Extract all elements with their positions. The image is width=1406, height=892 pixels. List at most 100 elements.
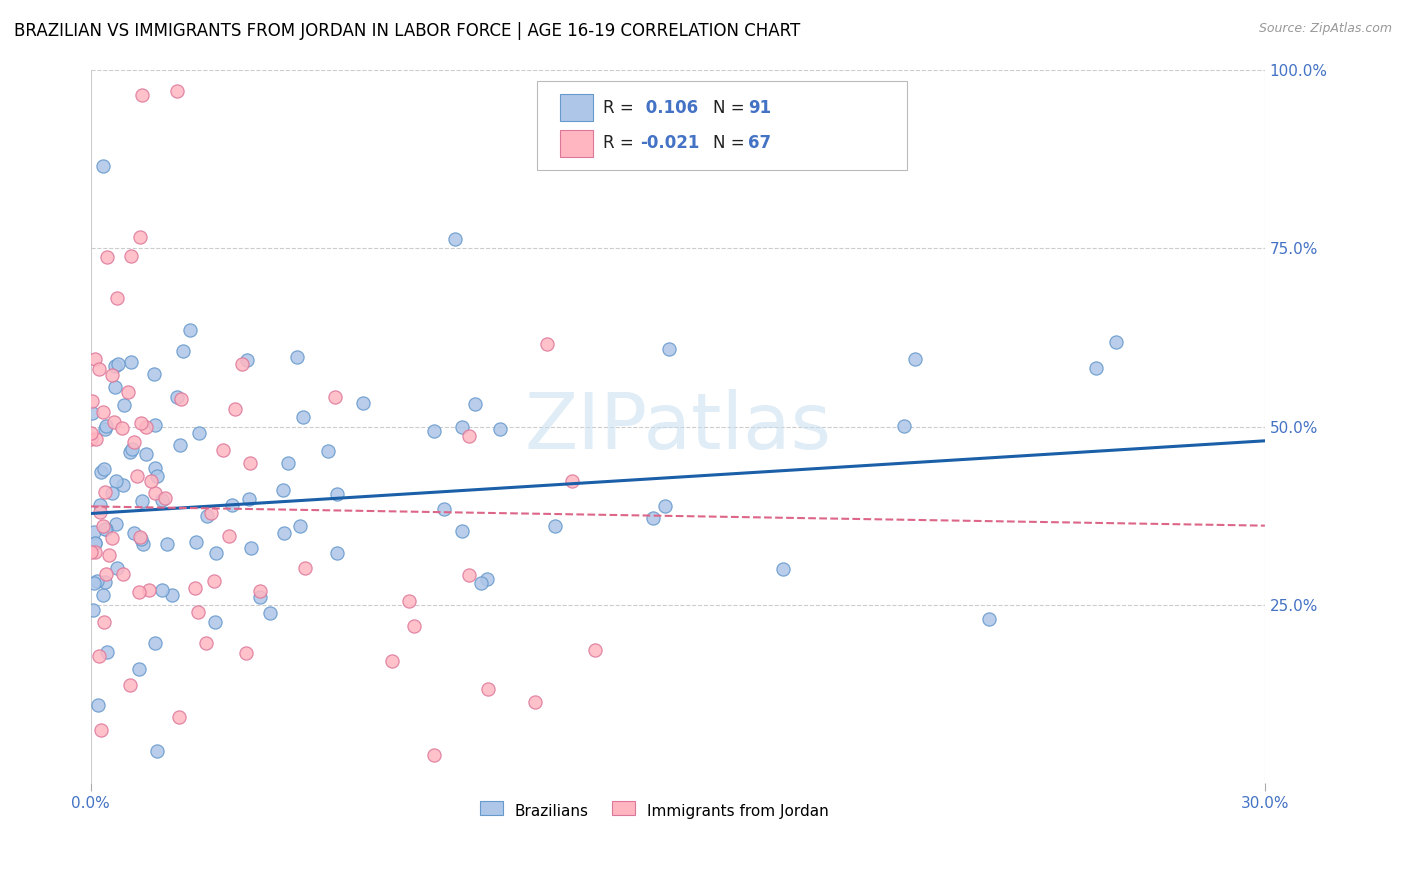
- Point: [239, 456, 262, 470]
- Point: [83, 352, 105, 367]
- Point: [94, 422, 117, 436]
- Point: [470, 575, 492, 590]
- Point: [145, 744, 167, 758]
- Text: 0.106: 0.106: [640, 99, 699, 117]
- Point: [352, 396, 374, 410]
- Point: [142, 368, 165, 382]
- Text: R =: R =: [603, 135, 638, 153]
- Text: Source: ZipAtlas.com: Source: ZipAtlas.com: [1258, 22, 1392, 36]
- Point: [326, 487, 349, 501]
- Point: [398, 594, 420, 608]
- Point: [187, 606, 209, 620]
- Point: [643, 511, 665, 525]
- Point: [423, 424, 446, 438]
- Point: [138, 583, 160, 598]
- Point: [96, 250, 118, 264]
- Point: [87, 698, 110, 712]
- Point: [132, 537, 155, 551]
- Point: [524, 695, 547, 709]
- Point: [87, 648, 110, 663]
- Point: [103, 415, 125, 429]
- Point: [235, 646, 257, 660]
- Point: [80, 432, 103, 446]
- Point: [112, 398, 135, 412]
- Bar: [561, 95, 593, 121]
- Point: [104, 380, 127, 394]
- Point: [239, 541, 262, 555]
- Point: [91, 518, 114, 533]
- Point: [188, 425, 211, 440]
- Point: [135, 420, 157, 434]
- Point: [90, 723, 112, 737]
- Point: [195, 636, 218, 650]
- Point: [658, 343, 681, 357]
- Point: [100, 485, 122, 500]
- Point: [96, 645, 118, 659]
- Point: [94, 484, 117, 499]
- Point: [325, 546, 347, 560]
- Point: [129, 530, 152, 544]
- Point: [96, 522, 118, 536]
- Point: [84, 433, 107, 447]
- Point: [979, 612, 1001, 626]
- Point: [458, 567, 481, 582]
- Point: [202, 574, 225, 588]
- Point: [94, 522, 117, 536]
- Point: [135, 447, 157, 461]
- Point: [153, 491, 176, 505]
- Point: [139, 474, 162, 488]
- Point: [170, 392, 193, 407]
- Point: [561, 474, 583, 488]
- Point: [893, 418, 915, 433]
- Point: [184, 582, 207, 596]
- Point: [89, 498, 111, 512]
- Text: 67: 67: [748, 135, 772, 153]
- Point: [249, 591, 271, 605]
- Point: [291, 410, 314, 425]
- Point: [259, 606, 281, 620]
- Point: [205, 546, 228, 560]
- Point: [131, 532, 153, 546]
- Point: [129, 416, 152, 430]
- Point: [122, 526, 145, 541]
- Point: [195, 509, 218, 524]
- Point: [235, 352, 257, 367]
- Point: [381, 654, 404, 668]
- Point: [121, 442, 143, 456]
- Point: [80, 393, 103, 408]
- Text: 91: 91: [748, 99, 772, 117]
- Point: [433, 501, 456, 516]
- Point: [101, 531, 124, 545]
- Point: [128, 230, 150, 244]
- Point: [94, 574, 117, 589]
- Point: [80, 406, 103, 420]
- Point: [288, 518, 311, 533]
- Point: [156, 537, 179, 551]
- Point: [150, 582, 173, 597]
- Point: [124, 435, 146, 450]
- Point: [450, 524, 472, 538]
- Text: R =: R =: [603, 99, 638, 117]
- Point: [224, 402, 246, 417]
- Point: [544, 518, 567, 533]
- Point: [172, 344, 194, 359]
- Point: [583, 643, 606, 657]
- Point: [1085, 361, 1108, 376]
- Point: [83, 525, 105, 540]
- Point: [94, 418, 117, 433]
- Point: [91, 588, 114, 602]
- Point: [82, 603, 104, 617]
- Point: [249, 584, 271, 599]
- Point: [316, 443, 339, 458]
- Point: [87, 362, 110, 376]
- Point: [104, 359, 127, 373]
- Point: [475, 572, 498, 586]
- Point: [101, 368, 124, 383]
- Point: [84, 545, 107, 559]
- Point: [121, 355, 143, 369]
- Point: [184, 535, 207, 549]
- Point: [277, 457, 299, 471]
- Point: [464, 397, 486, 411]
- Point: [457, 429, 479, 443]
- Point: [179, 323, 201, 337]
